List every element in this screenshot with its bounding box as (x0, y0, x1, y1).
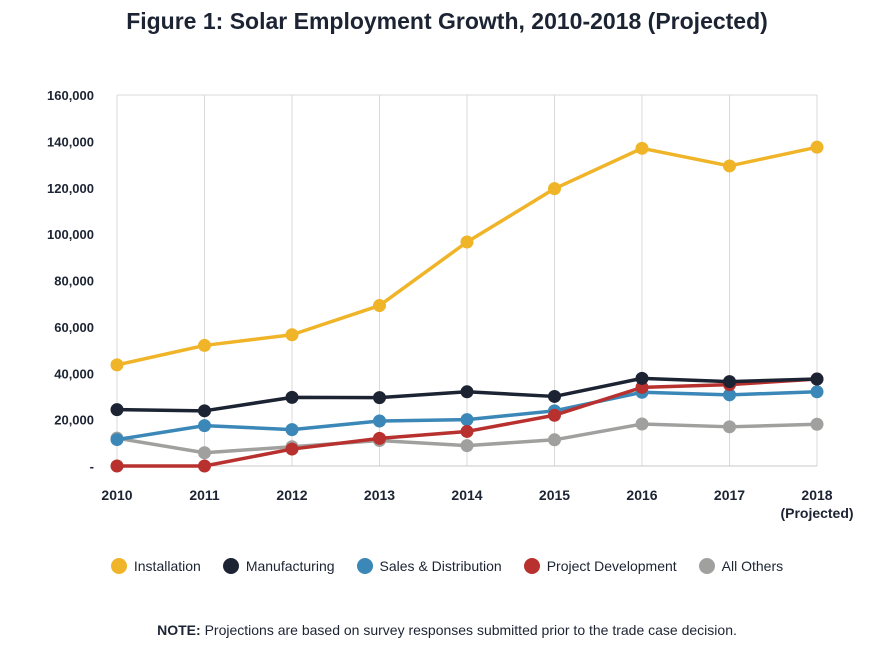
data-point (723, 375, 736, 389)
series-installation (110, 140, 824, 372)
data-point (635, 371, 649, 385)
x-tick-label: 2013 (364, 487, 395, 503)
y-tick-label: 20,000 (54, 413, 94, 428)
x-axis-ticks: 2010 2011 2012 2013 2014 2015 2016 2017 2018 (Pro… (101, 487, 853, 521)
footnote-text: Projections are based on survey response… (200, 622, 737, 638)
data-point (548, 182, 561, 196)
data-point (373, 414, 386, 428)
y-tick-label: 80,000 (54, 274, 94, 289)
data-point (460, 235, 474, 249)
data-point (198, 419, 211, 433)
legend: Installation Manufacturing Sales & Distrib… (0, 558, 894, 574)
y-tick-label: 40,000 (54, 366, 94, 381)
data-point (285, 423, 299, 437)
data-point (373, 431, 386, 445)
data-point (198, 446, 211, 460)
data-point (635, 380, 649, 394)
x-tick-label: 2011 (189, 487, 220, 503)
x-tick-label: 2018 (801, 487, 832, 503)
data-point (460, 439, 474, 453)
data-point (723, 388, 736, 402)
data-point (198, 459, 211, 473)
data-point (548, 408, 561, 422)
y-tick-label: 120,000 (47, 181, 94, 196)
data-point (723, 159, 736, 173)
data-point (198, 338, 211, 352)
series-lines (110, 140, 824, 473)
footnote: NOTE: Projections are based on survey re… (0, 622, 894, 638)
data-point (110, 459, 124, 473)
data-point (810, 372, 824, 386)
legend-swatch (110, 558, 127, 574)
legend-item: Project Development (523, 558, 677, 574)
x-tick-label: 2012 (276, 487, 307, 503)
chart-title: Figure 1: Solar Employment Growth, 2010-… (126, 8, 768, 34)
x-tick-label: 2015 (539, 487, 570, 503)
data-point (373, 391, 386, 405)
data-point (460, 413, 474, 427)
data-point (285, 442, 299, 456)
x-tick-label: 2014 (451, 487, 482, 503)
y-tick-label: 60,000 (54, 320, 94, 335)
legend-label: Project Development (546, 558, 677, 574)
data-point (810, 385, 824, 399)
legend-label: Installation (133, 558, 201, 574)
y-tick-label: 160,000 (47, 88, 94, 103)
x-tick-label: 2016 (626, 487, 657, 503)
data-point (460, 385, 474, 399)
y-tick-label: 100,000 (47, 227, 94, 242)
data-point (110, 403, 124, 417)
data-point (548, 433, 561, 447)
legend-item: All Others (698, 558, 784, 574)
legend-item: Sales & Distribution (356, 558, 502, 574)
data-point (110, 433, 124, 447)
legend-swatch (523, 558, 540, 574)
x-tick-label: 2017 (714, 487, 745, 503)
legend-item: Manufacturing (222, 558, 335, 574)
data-point (548, 389, 561, 403)
data-point (810, 417, 824, 431)
legend-item: Installation (110, 558, 201, 574)
data-point (635, 141, 649, 155)
y-tick-label: - (90, 459, 94, 474)
legend-label: Sales & Distribution (379, 558, 502, 574)
legend-swatch (698, 558, 715, 574)
legend-swatch (222, 558, 239, 574)
legend-label: All Others (721, 558, 784, 574)
data-point (723, 420, 736, 434)
y-axis-ticks: - 20,000 40,000 60,000 80,000 100,000 120,000 1… (47, 88, 94, 474)
data-point (460, 424, 474, 438)
y-tick-label: 140,000 (47, 134, 94, 149)
data-point (285, 390, 299, 404)
gridlines (116, 94, 818, 467)
series-manufacturing (110, 371, 824, 418)
x-tick-sublabel: (Projected) (780, 505, 853, 521)
footnote-label: NOTE: (157, 622, 201, 638)
data-point (198, 404, 211, 418)
data-point (373, 299, 386, 313)
data-point (810, 140, 824, 154)
data-point (635, 417, 649, 431)
data-point (110, 358, 124, 372)
x-tick-label: 2010 (101, 487, 132, 503)
series-all-others (110, 417, 824, 460)
legend-swatch (356, 558, 373, 574)
legend-label: Manufacturing (245, 558, 335, 574)
data-point (285, 328, 299, 342)
